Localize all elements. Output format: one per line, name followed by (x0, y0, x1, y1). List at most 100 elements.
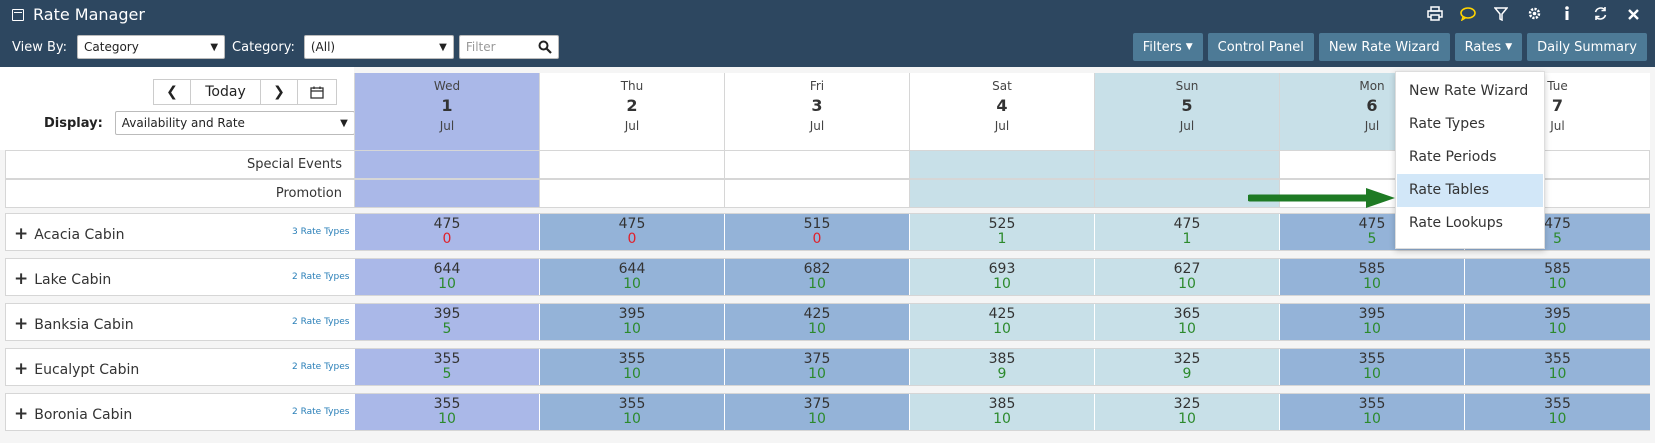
day-header-dow: Sun (1175, 79, 1199, 93)
rate-cell[interactable]: 585 10 (1464, 259, 1650, 295)
rate-cell[interactable]: 395 10 (1279, 304, 1464, 340)
rates-menu-item[interactable]: New Rate Wizard (1409, 83, 1529, 99)
rate-cell[interactable]: 395 10 (1464, 304, 1650, 340)
filter-input[interactable]: Filter (458, 35, 559, 59)
rate-cell[interactable]: 425 10 (909, 304, 1094, 340)
rate-cell[interactable]: 425 10 (724, 304, 909, 340)
new-rate-wizard-button[interactable]: New Rate Wizard (1318, 33, 1450, 61)
rate-cell[interactable]: 525 1 (909, 214, 1094, 250)
event-cell[interactable] (724, 180, 909, 207)
event-cell[interactable] (724, 151, 909, 178)
rate-cell[interactable]: 395 10 (539, 304, 724, 340)
filter-icon[interactable] (1491, 6, 1511, 26)
control-panel-button[interactable]: Control Panel (1207, 33, 1314, 61)
rate-cell[interactable]: 325 9 (1094, 349, 1279, 385)
rate-cell[interactable]: 355 10 (539, 394, 724, 430)
rate-cell[interactable]: 355 10 (1464, 394, 1650, 430)
daily-summary-button[interactable]: Daily Summary (1527, 33, 1647, 61)
day-header[interactable]: Fri 3 Jul (724, 73, 909, 150)
event-cell[interactable] (354, 180, 539, 207)
rate-cell[interactable]: 693 10 (909, 259, 1094, 295)
room-name-text: Acacia Cabin (34, 227, 125, 243)
expand-icon[interactable]: + (14, 359, 29, 379)
event-cell[interactable] (539, 151, 724, 178)
event-cell[interactable] (539, 180, 724, 207)
rates-menu-item[interactable]: Rate Tables (1397, 174, 1543, 207)
rate-cell[interactable]: 375 10 (724, 349, 909, 385)
day-header[interactable]: Wed 1 Jul (354, 73, 539, 150)
room-name[interactable]: + Banksia Cabin (14, 314, 134, 334)
day-header[interactable]: Thu 2 Jul (539, 73, 724, 150)
filters-button[interactable]: Filters ▼ (1132, 33, 1203, 61)
print-icon[interactable] (1425, 6, 1445, 26)
rate-cell[interactable]: 355 5 (354, 349, 539, 385)
today-button[interactable]: Today (191, 80, 261, 104)
rate-cell[interactable]: 627 10 (1094, 259, 1279, 295)
rate-cell[interactable]: 515 0 (724, 214, 909, 250)
day-header-dow: Sat (992, 79, 1012, 93)
rate-cell[interactable]: 475 1 (1094, 214, 1279, 250)
availability-value: 5 (442, 321, 452, 337)
event-cell[interactable] (1094, 180, 1279, 207)
rate-value: 693 (988, 261, 1016, 277)
rate-cell[interactable]: 475 0 (539, 214, 724, 250)
next-button[interactable]: ❯ (261, 80, 298, 104)
chat-icon[interactable] (1458, 6, 1478, 26)
rate-cell[interactable]: 375 10 (724, 394, 909, 430)
event-cell[interactable] (909, 180, 1094, 207)
rate-types-link[interactable]: 2 Rate Types (292, 272, 350, 282)
room-name[interactable]: + Eucalypt Cabin (14, 359, 139, 379)
rate-cell[interactable]: 585 10 (1279, 259, 1464, 295)
display-select[interactable]: Availability and Rate ▼ (114, 111, 355, 135)
rate-types-link[interactable]: 2 Rate Types (292, 362, 350, 372)
day-header[interactable]: Sat 4 Jul (909, 73, 1094, 150)
rate-cell[interactable]: 355 10 (1279, 349, 1464, 385)
rate-cell[interactable]: 365 10 (1094, 304, 1279, 340)
availability-value: 0 (442, 231, 452, 247)
info-icon[interactable] (1557, 6, 1577, 26)
availability-value: 10 (1363, 366, 1381, 382)
rate-cell[interactable]: 325 10 (1094, 394, 1279, 430)
category-select[interactable]: (All) ▼ (303, 35, 454, 59)
view-by-select[interactable]: Category ▼ (77, 35, 226, 59)
event-cell[interactable] (909, 151, 1094, 178)
event-cell[interactable] (1094, 151, 1279, 178)
day-header[interactable]: Sun 5 Jul (1094, 73, 1279, 150)
rate-cell[interactable]: 355 10 (354, 394, 539, 430)
close-icon[interactable] (1623, 6, 1643, 26)
event-cell[interactable] (354, 151, 539, 178)
expand-icon[interactable]: + (14, 224, 29, 244)
rate-cell[interactable]: 355 10 (1464, 349, 1650, 385)
rate-cell[interactable]: 644 10 (539, 259, 724, 295)
rate-value: 475 (433, 216, 461, 232)
room-name[interactable]: + Acacia Cabin (14, 224, 124, 244)
previous-button[interactable]: ❮ (154, 80, 191, 104)
rate-types-link[interactable]: 2 Rate Types (292, 407, 350, 417)
rates-menu-item[interactable]: Rate Types (1409, 116, 1486, 132)
room-name[interactable]: + Lake Cabin (14, 269, 111, 289)
rate-cell[interactable]: 385 9 (909, 349, 1094, 385)
rate-types-link[interactable]: 3 Rate Types (292, 227, 350, 237)
gear-icon[interactable] (1524, 6, 1544, 26)
rate-cell[interactable]: 395 5 (354, 304, 539, 340)
expand-icon[interactable]: + (14, 404, 29, 424)
availability-value: 10 (438, 411, 456, 427)
availability-value: 10 (1363, 411, 1381, 427)
search-icon[interactable] (538, 40, 552, 54)
expand-icon[interactable]: + (14, 314, 29, 334)
rate-cell[interactable]: 355 10 (1279, 394, 1464, 430)
expand-icon[interactable]: + (14, 269, 29, 289)
room-name[interactable]: + Boronia Cabin (14, 404, 132, 424)
rates-button[interactable]: Rates ▼ (1454, 33, 1523, 61)
rate-cell[interactable]: 682 10 (724, 259, 909, 295)
rate-cell[interactable]: 475 0 (354, 214, 539, 250)
rate-value: 355 (1358, 351, 1386, 367)
refresh-icon[interactable] (1590, 6, 1610, 26)
rates-menu-item[interactable]: Rate Lookups (1409, 215, 1503, 231)
calendar-picker-button[interactable] (298, 80, 336, 104)
rate-cell[interactable]: 644 10 (354, 259, 539, 295)
rate-cell[interactable]: 355 10 (539, 349, 724, 385)
rate-types-link[interactable]: 2 Rate Types (292, 317, 350, 327)
rate-cell[interactable]: 385 10 (909, 394, 1094, 430)
rates-menu-item[interactable]: Rate Periods (1409, 149, 1497, 165)
